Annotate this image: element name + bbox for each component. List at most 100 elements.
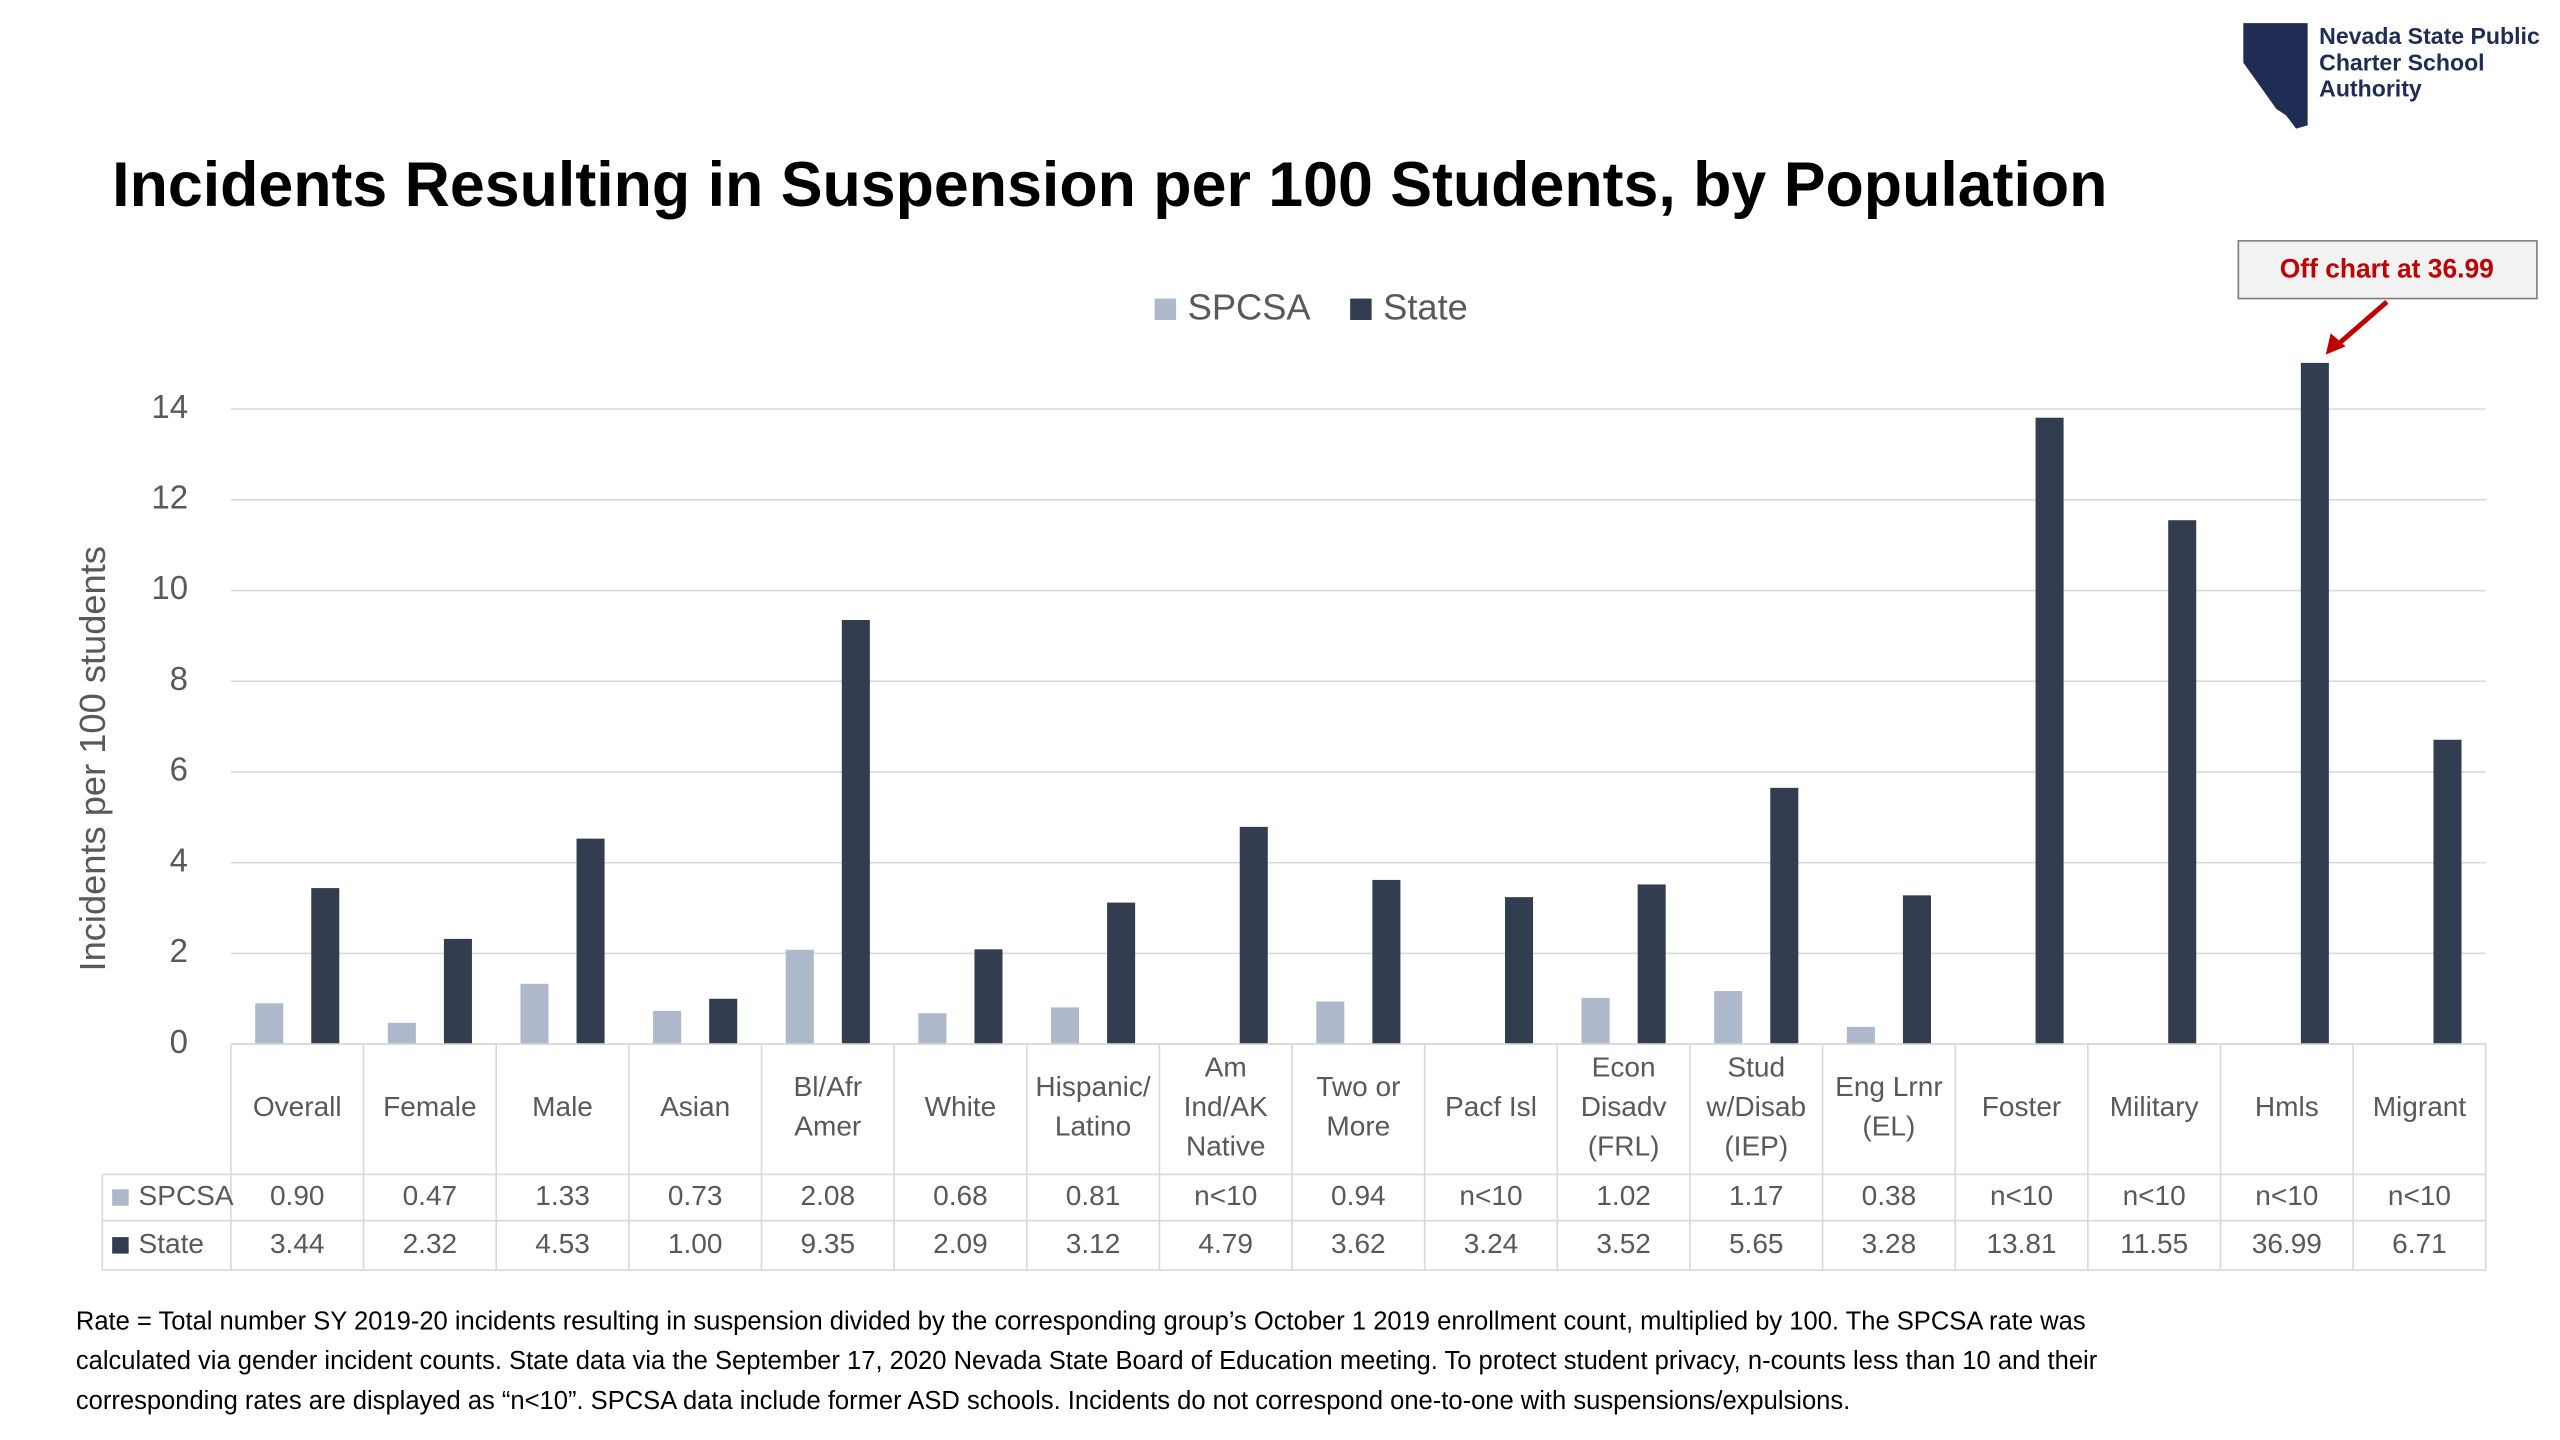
logo-text: Nevada State Public Charter School Authori… xyxy=(2319,23,2540,102)
legend-swatch xyxy=(1350,298,1372,320)
footnote: corresponding rates are displayed as “n<… xyxy=(76,1387,1850,1415)
bar xyxy=(1316,1001,1345,1045)
data-label: n<10 xyxy=(2388,1180,2451,1211)
bar xyxy=(1846,1026,1875,1045)
x-tick-label: Hmls xyxy=(2255,1091,2319,1122)
legend-label: SPCSA xyxy=(1188,287,1312,328)
data-label: 36.99 xyxy=(2252,1228,2322,1259)
legend-swatch xyxy=(1154,298,1177,320)
data-label: n<10 xyxy=(1194,1180,1257,1211)
x-tick-label: Foster xyxy=(1982,1091,2061,1122)
data-label: 5.65 xyxy=(1729,1228,1784,1259)
chart-title: Incidents Resulting in Suspension per 10… xyxy=(112,150,2107,220)
x-tick-label: Eng Lrnr xyxy=(1835,1071,1943,1102)
y-tick-label: 2 xyxy=(170,932,188,969)
bar xyxy=(1902,895,1931,1045)
data-label: 3.24 xyxy=(1464,1228,1519,1259)
bar xyxy=(1239,826,1268,1045)
x-tick-label: Native xyxy=(1186,1130,1265,1161)
x-tick-label: Amer xyxy=(794,1111,861,1142)
x-tick-label: Hispanic/ xyxy=(1035,1071,1150,1102)
bar xyxy=(1505,897,1534,1045)
data-label: 1.33 xyxy=(535,1180,590,1211)
data-label: 0.81 xyxy=(1066,1180,1121,1211)
x-tick-label: Ind/AK xyxy=(1184,1091,1268,1122)
data-label: 0.47 xyxy=(403,1180,458,1211)
data-label: 0.94 xyxy=(1331,1180,1386,1211)
data-label: 3.62 xyxy=(1331,1228,1386,1259)
footnote: Rate = Total number SY 2019-20 incidents… xyxy=(76,1308,2086,1336)
table-legend-key xyxy=(112,1237,129,1254)
bar xyxy=(1714,991,1743,1045)
x-tick-label: Pacf Isl xyxy=(1445,1091,1537,1122)
logo-shape xyxy=(2243,23,2308,129)
legend-label: State xyxy=(1383,287,1468,328)
bar xyxy=(576,838,605,1045)
annotation-arrowhead xyxy=(2325,333,2346,355)
x-tick-label: Econ xyxy=(1592,1051,1656,1082)
data-label: 2.09 xyxy=(933,1228,988,1259)
data-label: 1.00 xyxy=(668,1228,723,1259)
data-label: 11.55 xyxy=(2120,1228,2188,1259)
x-tick-label: (FRL) xyxy=(1588,1130,1660,1161)
data-label: 4.79 xyxy=(1198,1228,1253,1259)
table-row-label: State xyxy=(139,1228,204,1259)
x-tick-label: Two or xyxy=(1316,1071,1400,1102)
data-label: 2.08 xyxy=(801,1180,856,1211)
x-tick-label: Bl/Afr xyxy=(794,1071,863,1102)
bar xyxy=(1372,879,1401,1045)
plot xyxy=(255,362,2462,1045)
data-label: n<10 xyxy=(1990,1180,2053,1211)
data-label: n<10 xyxy=(1459,1180,1522,1211)
x-tick-label: White xyxy=(925,1091,997,1122)
bar xyxy=(387,1022,416,1045)
y-axis-label: Incidents per 100 students xyxy=(72,546,113,971)
data-label: 1.02 xyxy=(1596,1180,1651,1211)
data-label: 13.81 xyxy=(1986,1228,2056,1259)
data-label: 2.32 xyxy=(403,1228,458,1259)
data-label: 3.44 xyxy=(270,1228,325,1259)
annotation-box xyxy=(2237,240,2538,300)
data-label: n<10 xyxy=(2123,1180,2186,1211)
x-tick-label: Overall xyxy=(253,1091,342,1122)
bar xyxy=(2035,417,2064,1045)
bar xyxy=(2433,739,2462,1045)
x-tick-label: (IEP) xyxy=(1724,1130,1788,1161)
y-tick-label: 14 xyxy=(151,388,188,425)
x-tick-label: Military xyxy=(2110,1091,2199,1122)
x-tick-label: Female xyxy=(383,1091,476,1122)
x-tick-label: Migrant xyxy=(2373,1091,2467,1122)
footnote: calculated via gender incident counts. S… xyxy=(76,1347,2098,1375)
bar xyxy=(785,949,814,1045)
bar xyxy=(255,1003,284,1045)
bar xyxy=(1637,884,1666,1045)
x-tick-label: Male xyxy=(532,1091,593,1122)
y-tick-label: 10 xyxy=(151,569,188,606)
data-label: 0.68 xyxy=(933,1180,988,1211)
x-tick-label: Am xyxy=(1205,1051,1247,1082)
bar xyxy=(443,938,472,1045)
data-label: 3.28 xyxy=(1862,1228,1917,1259)
bar xyxy=(2300,362,2329,1045)
bar xyxy=(1581,997,1610,1045)
data-label: 0.90 xyxy=(270,1180,325,1211)
data-label: 0.38 xyxy=(1862,1180,1917,1211)
annotation-arrow xyxy=(2334,299,2389,349)
bar xyxy=(2168,520,2197,1045)
bar xyxy=(1770,787,1799,1045)
bar xyxy=(841,620,870,1045)
bar xyxy=(974,949,1003,1045)
data-label: 9.35 xyxy=(801,1228,856,1259)
bar xyxy=(311,888,340,1045)
y-tick-label: 8 xyxy=(170,660,188,697)
x-tick-label: (EL) xyxy=(1862,1111,1915,1142)
table-row-label: SPCSA xyxy=(139,1180,234,1211)
x-tick-label: More xyxy=(1326,1111,1390,1142)
data-label: 3.12 xyxy=(1066,1228,1121,1259)
x-tick-label: w/Disab xyxy=(1705,1091,1806,1122)
data-label: 4.53 xyxy=(535,1228,590,1259)
x-tick-label: Asian xyxy=(660,1091,730,1122)
x-tick-label: Latino xyxy=(1055,1111,1131,1142)
bar xyxy=(653,1011,682,1045)
